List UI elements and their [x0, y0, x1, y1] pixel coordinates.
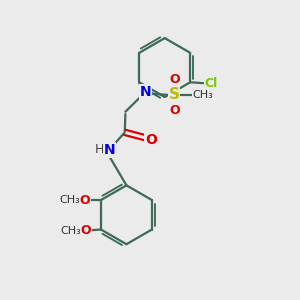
Text: CH₃: CH₃	[60, 226, 81, 236]
Text: Cl: Cl	[204, 77, 218, 90]
Text: O: O	[80, 224, 91, 238]
Text: S: S	[169, 87, 179, 102]
Text: CH₃: CH₃	[59, 195, 80, 205]
Text: O: O	[169, 104, 180, 117]
Text: N: N	[103, 143, 115, 157]
Text: O: O	[80, 194, 90, 207]
Text: O: O	[145, 133, 157, 147]
Text: O: O	[169, 73, 180, 86]
Text: N: N	[139, 85, 151, 99]
Text: H: H	[95, 142, 104, 156]
Text: CH₃: CH₃	[192, 90, 213, 100]
